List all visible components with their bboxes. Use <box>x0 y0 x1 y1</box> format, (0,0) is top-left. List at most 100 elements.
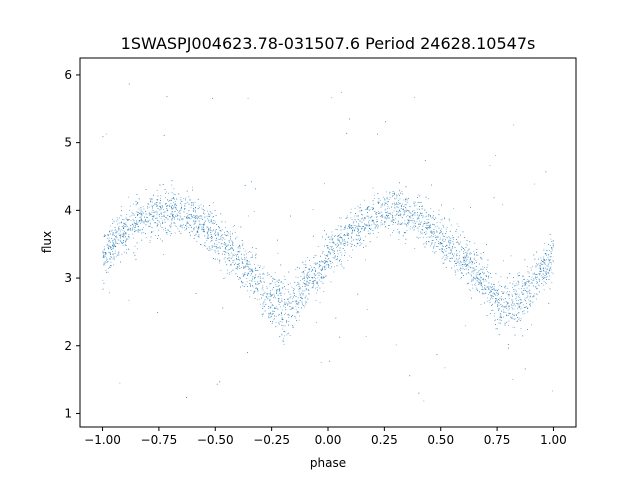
data-point <box>230 264 232 266</box>
data-point <box>331 97 333 99</box>
data-point <box>133 222 135 223</box>
data-point <box>354 225 356 226</box>
data-point <box>405 211 407 213</box>
data-point <box>273 293 275 295</box>
data-point <box>464 252 466 253</box>
data-point <box>506 302 508 304</box>
data-point <box>473 259 475 260</box>
data-point <box>492 289 493 290</box>
data-point <box>276 292 277 294</box>
data-point <box>396 197 398 199</box>
data-point <box>480 277 482 279</box>
data-point <box>219 230 221 231</box>
data-point <box>519 306 521 307</box>
data-point <box>432 251 434 253</box>
data-point <box>112 218 113 220</box>
data-point <box>549 270 550 271</box>
data-point <box>441 218 443 220</box>
data-point <box>454 247 456 248</box>
data-point <box>292 288 294 289</box>
data-point <box>295 309 297 311</box>
data-point <box>288 271 290 273</box>
data-point <box>335 259 337 261</box>
data-point <box>112 250 113 252</box>
data-point <box>319 261 320 262</box>
data-point <box>468 289 470 291</box>
data-point <box>402 208 404 210</box>
data-point <box>187 215 189 217</box>
data-point <box>178 218 180 220</box>
data-point <box>147 203 149 205</box>
data-point <box>198 234 200 236</box>
data-point <box>156 226 158 228</box>
data-point <box>377 221 378 222</box>
data-point <box>514 285 516 287</box>
data-point <box>537 281 538 283</box>
data-point <box>325 238 327 240</box>
data-point <box>237 266 239 268</box>
data-point <box>251 181 252 183</box>
data-point <box>127 218 128 220</box>
data-point <box>512 326 514 328</box>
data-point <box>379 216 381 217</box>
data-point <box>130 220 132 222</box>
data-point <box>346 234 348 236</box>
data-point <box>387 228 389 229</box>
data-point <box>340 229 342 231</box>
data-point <box>495 155 496 157</box>
data-point <box>512 308 513 310</box>
data-point <box>321 269 323 271</box>
data-point <box>241 257 242 259</box>
data-point <box>376 216 377 218</box>
data-point <box>171 206 173 208</box>
data-point <box>392 215 393 217</box>
data-point <box>204 244 205 246</box>
data-point <box>532 296 534 298</box>
data-point <box>457 236 459 238</box>
data-point <box>140 209 142 211</box>
data-point <box>107 237 109 239</box>
data-point <box>316 286 318 288</box>
data-point <box>480 257 482 259</box>
data-point <box>322 252 324 254</box>
data-point <box>217 258 218 260</box>
data-point <box>278 300 280 302</box>
data-point <box>150 198 152 199</box>
data-point <box>189 198 191 200</box>
data-point <box>289 308 291 310</box>
data-point <box>268 317 270 319</box>
data-point <box>445 233 447 234</box>
data-point <box>505 305 507 307</box>
data-point <box>210 232 212 234</box>
data-point <box>384 198 385 200</box>
data-point <box>298 319 300 321</box>
data-point <box>464 269 465 270</box>
data-point <box>143 208 145 210</box>
data-point <box>501 299 502 301</box>
data-point <box>241 282 243 284</box>
data-point <box>543 249 545 251</box>
data-point <box>543 256 544 258</box>
data-point <box>145 224 147 226</box>
data-point <box>297 277 299 278</box>
data-point <box>462 256 464 258</box>
data-point <box>525 282 526 284</box>
data-point <box>444 218 445 220</box>
data-point <box>140 219 142 220</box>
data-point <box>545 270 547 272</box>
data-point <box>466 264 468 266</box>
data-point <box>399 223 401 225</box>
data-point <box>232 233 233 235</box>
data-point <box>294 282 296 283</box>
data-point <box>161 212 162 214</box>
data-point <box>141 211 143 213</box>
data-point <box>315 262 317 264</box>
data-point <box>519 320 521 321</box>
data-point <box>152 198 153 200</box>
data-point <box>112 245 114 247</box>
data-point <box>483 267 485 269</box>
data-point <box>230 264 232 266</box>
data-point <box>156 210 158 212</box>
data-point <box>513 305 515 307</box>
data-point <box>340 252 342 253</box>
